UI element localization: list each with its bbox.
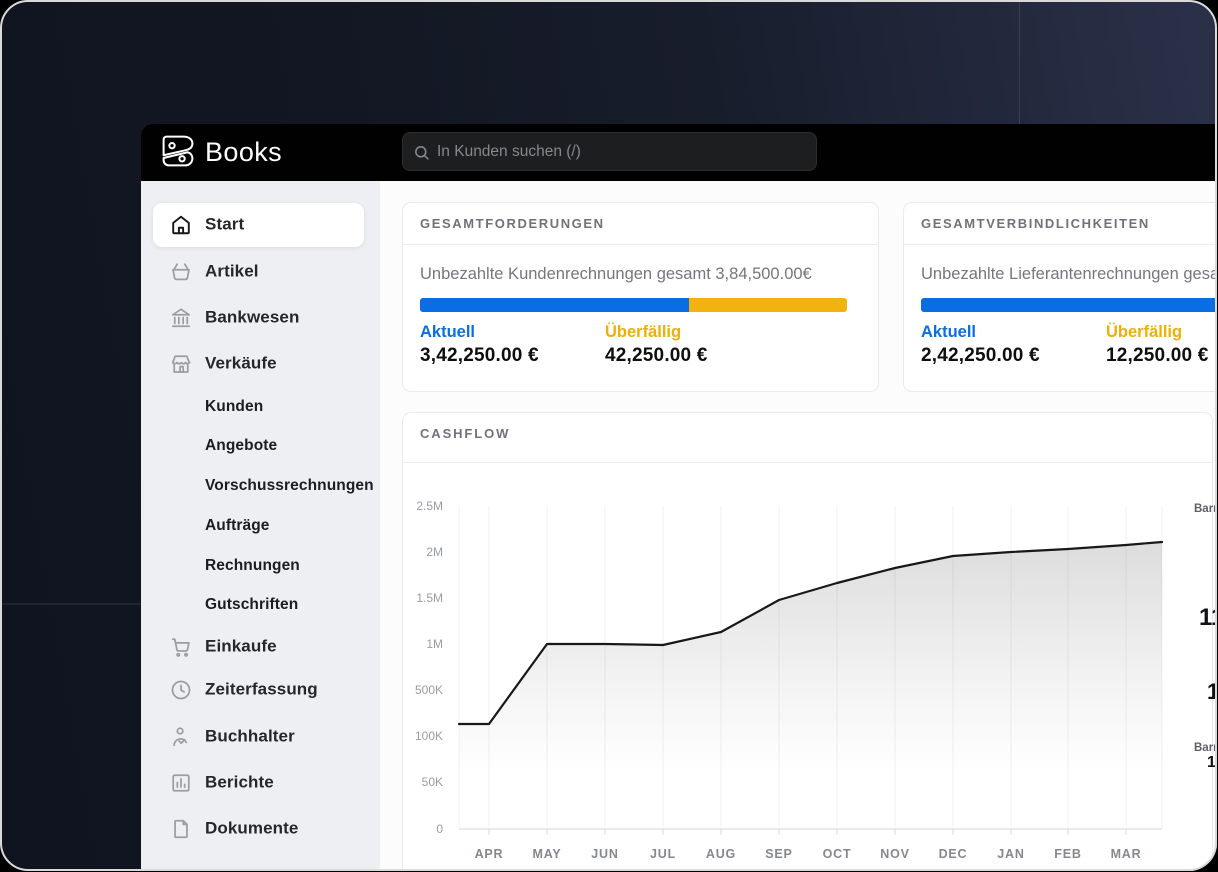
svg-text:SEP: SEP [765,847,792,861]
svg-text:DEC: DEC [939,847,968,861]
svg-text:Barmittel: Barmittel [1194,742,1217,754]
svg-text:0: 0 [436,822,443,836]
svg-text:12,00: 12,00 [1207,754,1217,771]
svg-text:MAR: MAR [1111,847,1142,861]
svg-text:100K: 100K [415,729,443,743]
svg-text:FEB: FEB [1054,847,1081,861]
svg-text:50K: 50K [422,775,443,789]
svg-text:JUN: JUN [591,847,618,861]
svg-text:2M: 2M [426,545,443,559]
svg-text:2.5M: 2.5M [416,499,443,513]
svg-text:1M: 1M [426,637,443,651]
svg-text:AUG: AUG [706,847,736,861]
svg-text:OCT: OCT [823,847,852,861]
svg-text:11,00,0: 11,00,0 [1199,604,1217,631]
svg-text:MAY: MAY [532,847,561,861]
svg-text:1,00,0: 1,00,0 [1207,679,1217,704]
svg-text:NOV: NOV [880,847,910,861]
svg-text:APR: APR [475,847,504,861]
svg-text:500K: 500K [415,683,443,697]
svg-text:JAN: JAN [997,847,1024,861]
svg-text:JUL: JUL [650,847,676,861]
svg-text:Barmittel: Barmittel [1194,503,1217,515]
svg-text:1.5M: 1.5M [416,591,443,605]
